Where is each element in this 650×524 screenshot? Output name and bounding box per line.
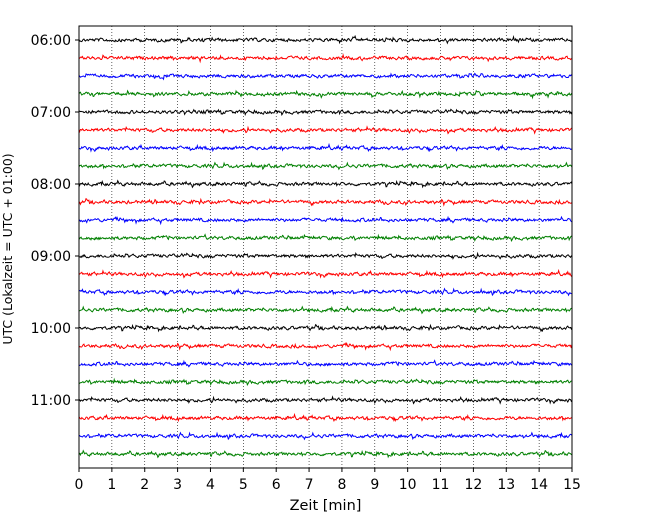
trace-1130 <box>78 431 573 441</box>
trace-0600 <box>78 34 573 45</box>
x-tick-label: 7 <box>305 477 314 493</box>
x-tick-label: 0 <box>75 477 84 493</box>
trace-1000 <box>78 323 573 333</box>
x-tick-label: 5 <box>239 477 248 493</box>
trace-0900 <box>78 251 573 260</box>
y-tick-label: 07:00 <box>31 105 71 121</box>
x-tick-label: 14 <box>530 477 548 493</box>
x-tick-label: 1 <box>107 477 116 493</box>
x-tick-label: 11 <box>432 477 450 493</box>
trace-0630 <box>78 72 573 81</box>
y-tick-label: 11:00 <box>31 393 71 409</box>
trace-0930 <box>78 287 573 297</box>
trace-0945 <box>78 305 573 315</box>
x-tick-label: 3 <box>173 477 182 493</box>
trace-1145 <box>78 449 573 459</box>
trace-0845 <box>78 233 573 243</box>
x-tick-label: 10 <box>399 477 417 493</box>
x-tick-label: 13 <box>497 477 515 493</box>
trace-0615 <box>78 53 573 64</box>
x-tick-label: 12 <box>464 477 482 493</box>
x-tick-label: 8 <box>337 477 346 493</box>
trace-1045 <box>78 377 573 387</box>
trace-0800 <box>78 179 573 189</box>
trace-0715 <box>78 125 573 135</box>
trace-0645 <box>78 89 573 100</box>
trace-1030 <box>78 359 573 368</box>
y-tick-label: 06:00 <box>31 33 71 49</box>
y-tick-label: 09:00 <box>31 249 71 265</box>
x-axis-label: Zeit [min] <box>290 498 362 514</box>
y-tick-label: 08:00 <box>31 177 71 193</box>
x-tick-label: 15 <box>563 477 581 493</box>
trace-1115 <box>78 412 573 423</box>
y-axis-label: UTC (Lokalzeit = UTC + 01:00) <box>0 153 15 344</box>
x-tick-label: 4 <box>206 477 215 493</box>
trace-0700 <box>78 108 573 117</box>
trace-1015 <box>78 342 573 352</box>
trace-0815 <box>78 197 573 207</box>
x-tick-layer: 0 1 2 3 4 5 6 7 8 9 10 11 12 13 14 15 <box>75 468 581 493</box>
trace-0745 <box>78 161 573 171</box>
trace-layer <box>78 34 573 459</box>
y-tick-layer: 06:00 07:00 08:00 09:00 10:00 11:00 <box>31 33 79 409</box>
x-tick-label: 6 <box>272 477 281 493</box>
plot-frame <box>78 25 573 469</box>
trace-1100 <box>78 395 573 405</box>
y-tick-label: 10:00 <box>31 321 71 337</box>
trace-0915 <box>78 268 573 279</box>
x-tick-label: 2 <box>140 477 149 493</box>
trace-0730 <box>78 142 573 153</box>
trace-0830 <box>78 215 573 226</box>
x-tick-label: 9 <box>370 477 379 493</box>
